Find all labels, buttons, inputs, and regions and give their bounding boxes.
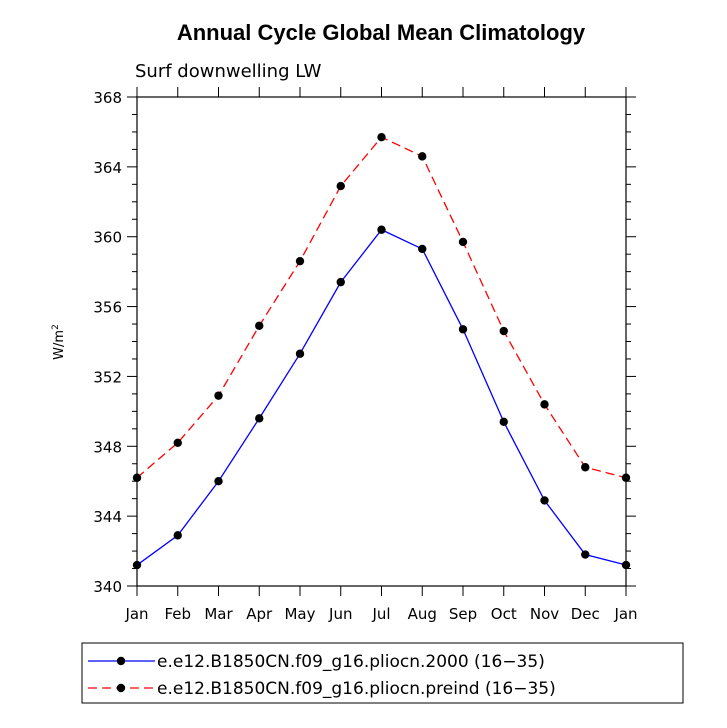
plot-frame xyxy=(136,96,627,587)
x-tick-label: Jan xyxy=(613,605,637,623)
x-tick-label: Jan xyxy=(124,605,148,623)
data-point xyxy=(336,181,345,191)
series-line-2 xyxy=(136,136,627,479)
y-tick-label: 340 xyxy=(93,578,122,596)
data-point xyxy=(255,321,264,330)
y-tick-label: 360 xyxy=(93,229,122,247)
legend-label-1: e.e12.B1850CN.f09_g16.pliocn.2000 (16−35… xyxy=(157,652,545,672)
data-point xyxy=(418,244,427,254)
x-tick-label: Nov xyxy=(530,605,559,623)
y-tick-label: 356 xyxy=(93,299,122,317)
data-point xyxy=(621,473,631,482)
x-tick-label: Jun xyxy=(328,605,352,623)
y-tick-label: 364 xyxy=(93,159,122,177)
data-point xyxy=(295,349,305,358)
data-point xyxy=(132,473,142,482)
x-tick-label: Sep xyxy=(449,605,477,623)
y-tick-label: 352 xyxy=(93,368,122,386)
x-tick-label: May xyxy=(284,605,315,623)
y-tick-label: 348 xyxy=(93,438,122,456)
x-tick-label: Jul xyxy=(371,605,390,623)
data-point xyxy=(377,225,386,234)
data-point xyxy=(499,326,508,336)
data-point xyxy=(173,438,182,447)
data-point xyxy=(458,325,468,334)
series-layer xyxy=(132,132,631,570)
legend: e.e12.B1850CN.f09_g16.pliocn.2000 (16−35… xyxy=(88,652,556,699)
y-tick-label: 344 xyxy=(93,508,122,526)
data-point xyxy=(255,414,264,423)
y-tick-label: 368 xyxy=(93,89,122,107)
data-point xyxy=(377,132,386,142)
data-point xyxy=(132,560,142,570)
chart-title: Annual Cycle Global Mean Climatology xyxy=(177,20,586,45)
data-point xyxy=(499,417,508,427)
legend-box xyxy=(81,642,684,704)
y-axis-label: W/m2 xyxy=(51,324,67,360)
x-tick-label: Oct xyxy=(491,605,517,623)
x-tick-label: Dec xyxy=(571,605,600,623)
data-point xyxy=(581,463,590,472)
data-point xyxy=(621,560,631,570)
data-point xyxy=(214,391,223,400)
legend-marker-2 xyxy=(116,683,126,693)
data-point xyxy=(581,550,590,559)
legend-marker-1 xyxy=(116,656,126,666)
x-tick-label: Apr xyxy=(246,605,273,623)
data-point xyxy=(295,256,305,266)
data-point xyxy=(540,400,549,409)
legend-label-2: e.e12.B1850CN.f09_g16.pliocn.preind (16−… xyxy=(157,679,556,699)
chart-subtitle: Surf downwelling LW xyxy=(135,61,322,82)
data-point xyxy=(173,531,182,540)
data-point xyxy=(214,477,223,486)
data-point xyxy=(540,496,549,505)
data-point xyxy=(458,237,468,247)
axes: 340 344 348 352 356 360 364 368 Jan Feb Mar Apr May J… xyxy=(93,87,638,623)
data-point xyxy=(418,152,427,161)
x-tick-label: Aug xyxy=(408,605,437,623)
series-line-1 xyxy=(136,228,627,566)
x-tick-label: Mar xyxy=(204,605,233,623)
data-point xyxy=(336,277,345,287)
x-tick-label: Feb xyxy=(164,605,191,623)
